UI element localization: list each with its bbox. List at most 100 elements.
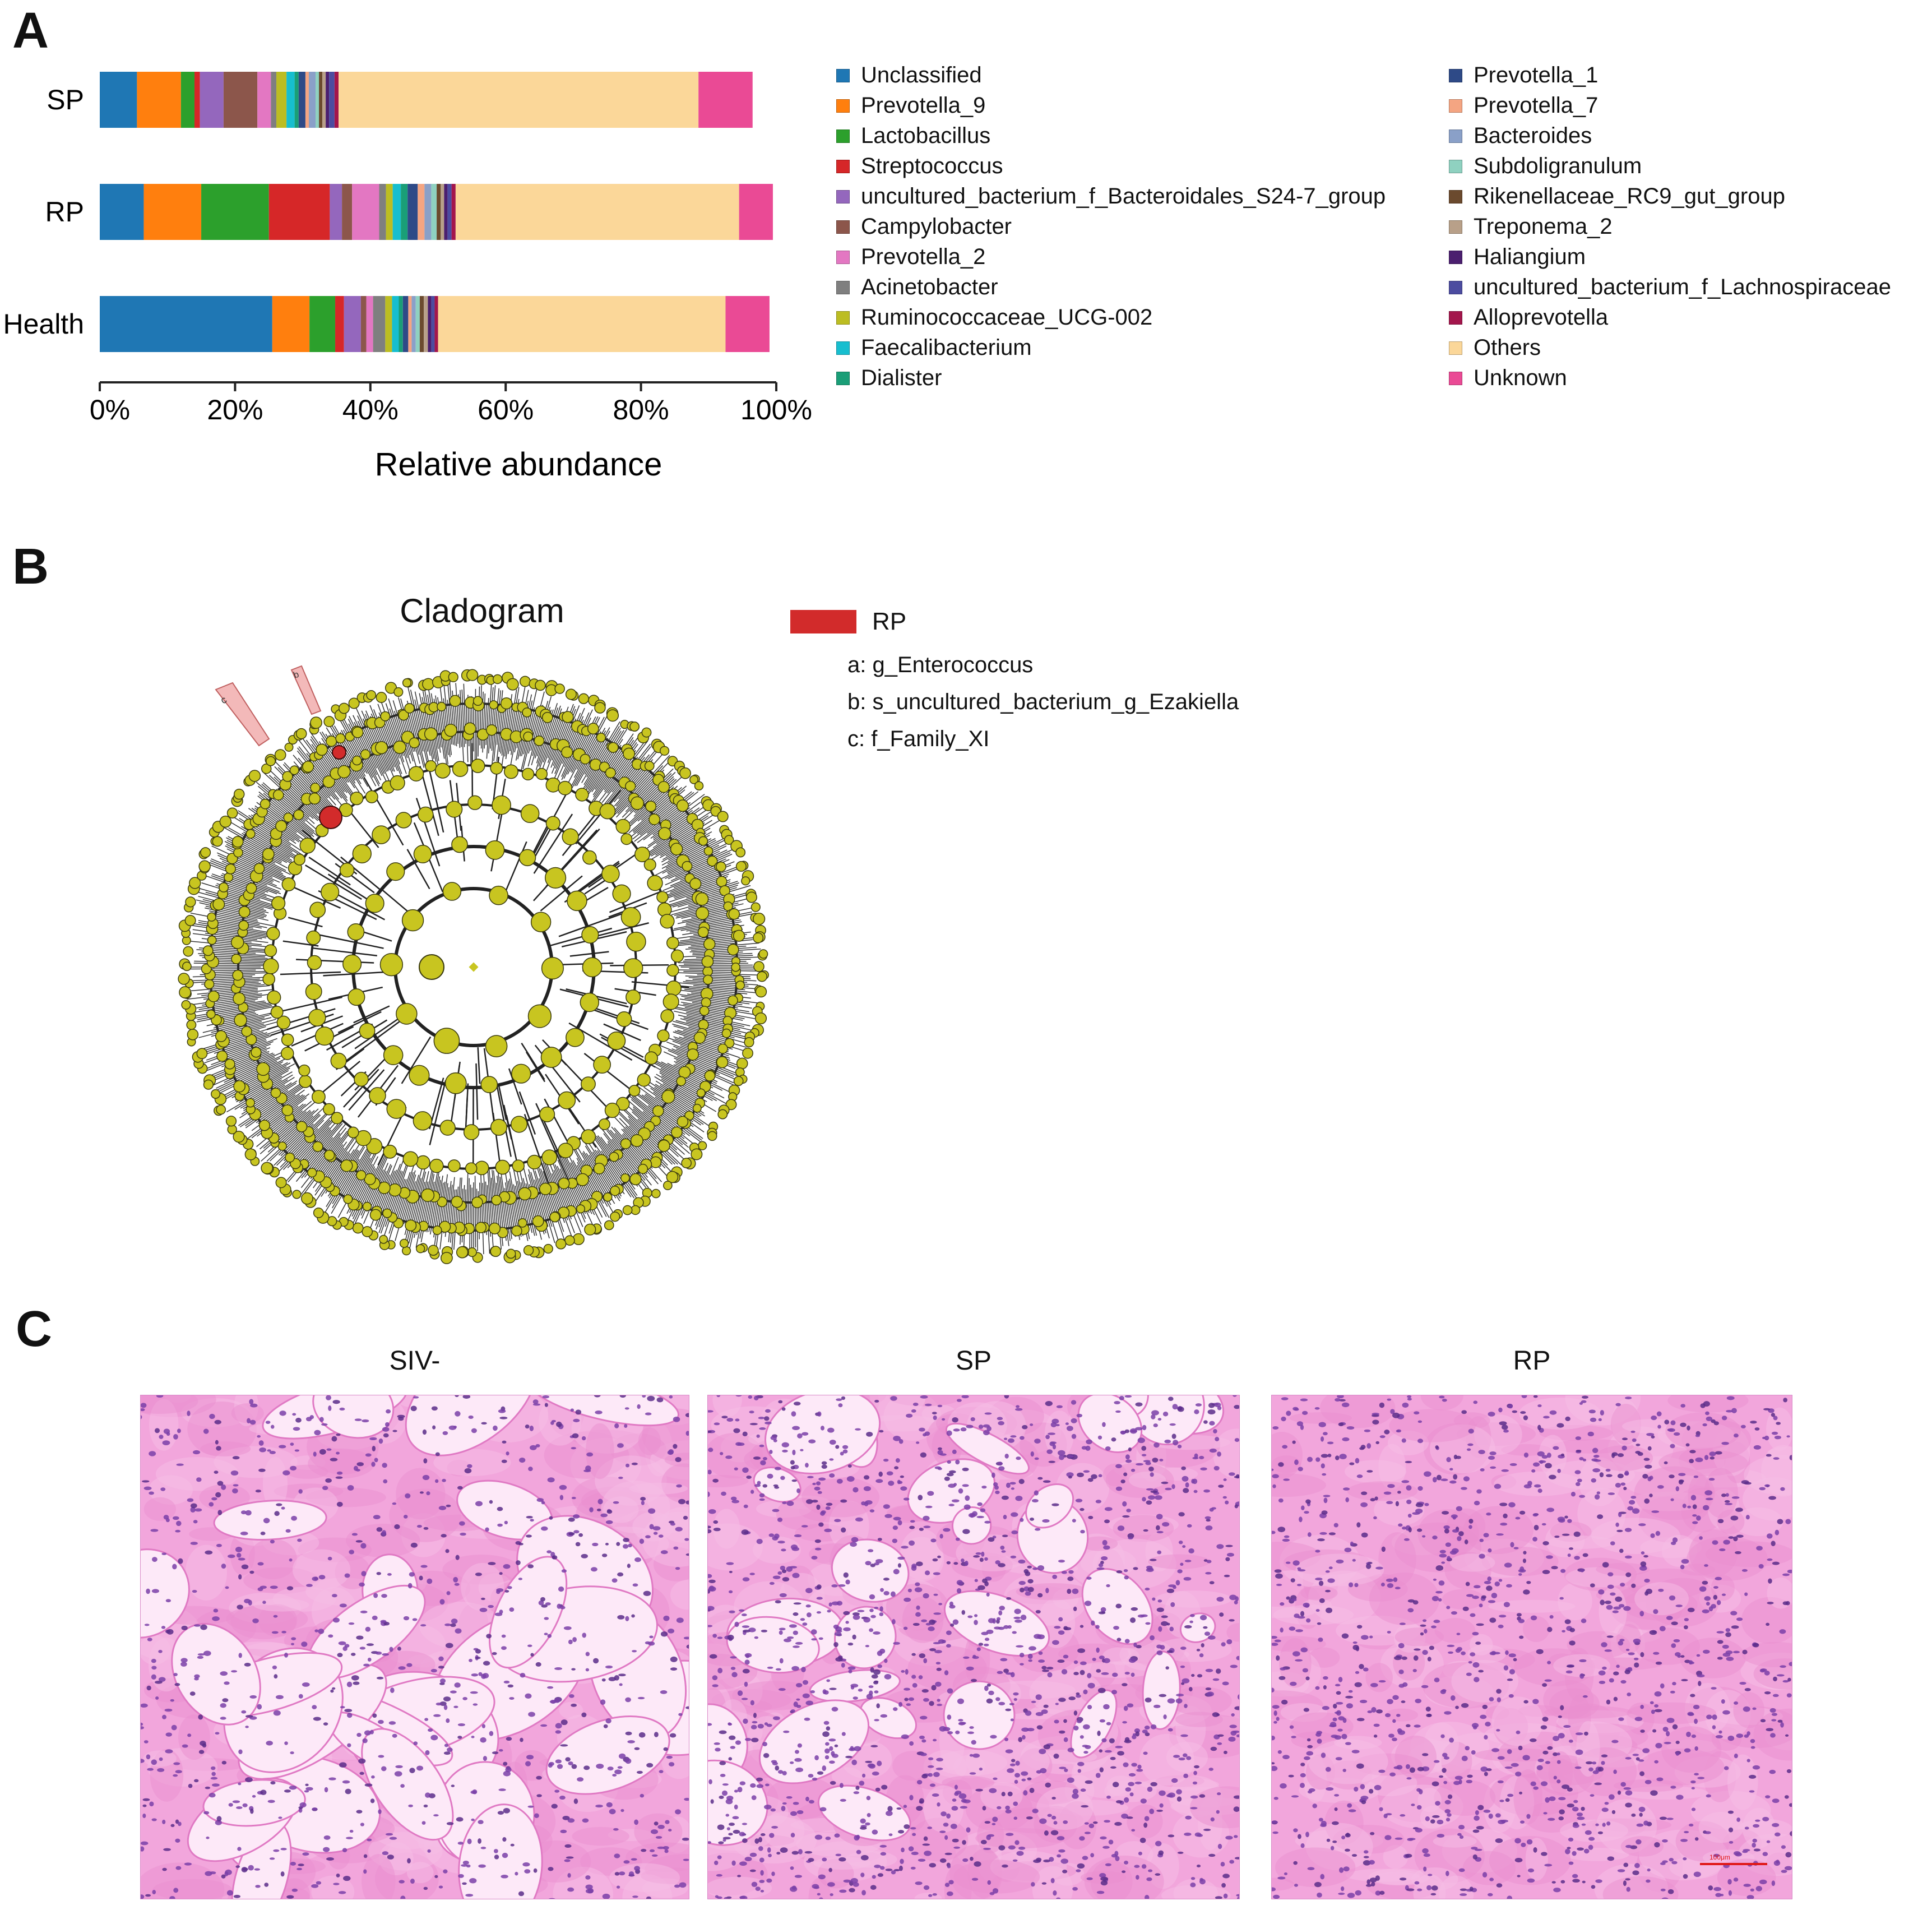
- cladogram-node: [594, 702, 606, 714]
- cell-nucleus: [492, 1751, 499, 1755]
- bar-segment: [360, 296, 367, 352]
- cell-nucleus: [547, 1686, 554, 1689]
- cell-nucleus: [1011, 1759, 1016, 1763]
- cell-nucleus: [382, 1463, 387, 1468]
- cell-nucleus: [721, 1790, 728, 1796]
- cell-nucleus: [1124, 1429, 1130, 1433]
- cell-nucleus: [845, 1579, 850, 1585]
- cell-nucleus: [156, 1395, 164, 1398]
- cell-nucleus: [877, 1873, 884, 1877]
- cell-nucleus: [439, 1599, 445, 1605]
- cell-nucleus: [607, 1766, 614, 1771]
- cell-nucleus: [154, 1428, 160, 1433]
- cell-nucleus: [1144, 1816, 1150, 1821]
- cladogram-branch: [383, 1159, 410, 1238]
- cladogram-branch: [650, 1088, 704, 1125]
- cladogram-node: [716, 876, 728, 887]
- cladogram-branch: [641, 1094, 702, 1141]
- cell-nucleus: [419, 1491, 424, 1494]
- cell-nucleus: [1060, 1858, 1069, 1864]
- cladogram-node: [645, 1051, 658, 1065]
- cell-nucleus: [170, 1824, 175, 1828]
- cladogram-branch: [387, 714, 405, 762]
- cell-nucleus: [1039, 1749, 1046, 1755]
- cladogram-branch: [300, 736, 348, 798]
- tissue-texture: [143, 1497, 176, 1521]
- cell-nucleus: [970, 1417, 975, 1422]
- cell-nucleus: [323, 1722, 328, 1726]
- cell-nucleus: [140, 1403, 147, 1408]
- cell-nucleus: [850, 1877, 858, 1884]
- cell-nucleus: [390, 1687, 395, 1694]
- cladogram-branch: [251, 1093, 309, 1139]
- cladogram-node: [302, 761, 314, 773]
- cladogram-branch: [670, 864, 722, 886]
- cell-nucleus: [583, 1765, 590, 1770]
- cell-nucleus: [874, 1680, 879, 1683]
- cladogram-node: [721, 1028, 731, 1038]
- cladogram-branch: [507, 687, 520, 755]
- cell-nucleus: [870, 1667, 874, 1673]
- cell-nucleus: [1121, 1813, 1128, 1819]
- cladogram-node: [203, 1079, 214, 1090]
- cladogram-node: [687, 1048, 699, 1061]
- cladogram-branch: [228, 827, 294, 865]
- cell-nucleus: [982, 1578, 988, 1584]
- bar-segment: [257, 72, 271, 128]
- cell-nucleus: [955, 1459, 960, 1465]
- cladogram-branch: [353, 1005, 390, 1024]
- cell-nucleus: [989, 1891, 995, 1895]
- cell-nucleus: [1092, 1657, 1096, 1662]
- cladogram-node: [395, 812, 412, 829]
- cell-nucleus: [1200, 1467, 1207, 1470]
- cell-nucleus: [898, 1439, 904, 1444]
- cell-nucleus: [236, 1806, 243, 1809]
- cell-nucleus: [467, 1838, 472, 1844]
- cladogram-branch: [615, 761, 670, 818]
- cell-nucleus: [685, 1553, 689, 1556]
- cell-nucleus: [355, 1469, 360, 1472]
- cell-nucleus: [1204, 1631, 1211, 1636]
- cell-nucleus: [754, 1838, 759, 1844]
- cladogram-branch: [582, 728, 621, 791]
- cell-nucleus: [944, 1835, 948, 1840]
- cell-nucleus: [1095, 1773, 1101, 1778]
- cell-nucleus: [1007, 1791, 1013, 1797]
- cell-nucleus: [405, 1493, 411, 1499]
- cell-nucleus: [639, 1538, 645, 1544]
- legend-item: Treponema_2: [1449, 214, 1613, 239]
- cell-nucleus: [1153, 1704, 1161, 1708]
- cell-nucleus: [529, 1425, 534, 1431]
- cell-nucleus: [1180, 1647, 1187, 1650]
- cell-nucleus: [1187, 1524, 1192, 1528]
- cell-nucleus: [215, 1440, 219, 1445]
- cladogram-branch: [279, 1115, 314, 1147]
- cladogram-node: [233, 1130, 245, 1143]
- cell-nucleus: [606, 1509, 613, 1514]
- cell-nucleus: [742, 1577, 750, 1581]
- cladogram-node: [428, 1245, 439, 1256]
- cladogram-branch: [627, 1099, 690, 1154]
- cell-nucleus: [883, 1591, 889, 1595]
- cladogram-node: [558, 780, 573, 796]
- cell-nucleus: [1031, 1882, 1035, 1887]
- cell-nucleus: [1018, 1846, 1026, 1850]
- cell-nucleus: [1159, 1790, 1166, 1796]
- cell-nucleus: [998, 1563, 1006, 1567]
- cell-nucleus: [252, 1618, 259, 1624]
- cell-nucleus: [980, 1839, 987, 1844]
- cladogram-node: [660, 1009, 675, 1023]
- cladogram-branch: [407, 686, 424, 752]
- cell-nucleus: [934, 1650, 942, 1654]
- cell-nucleus: [950, 1623, 955, 1627]
- cell-nucleus: [1167, 1728, 1173, 1732]
- cell-nucleus: [1152, 1458, 1159, 1463]
- cell-nucleus: [1224, 1574, 1230, 1578]
- cell-nucleus: [1171, 1433, 1176, 1439]
- cell-nucleus: [1203, 1626, 1208, 1629]
- cell-nucleus: [919, 1735, 925, 1740]
- tissue-texture: [629, 1482, 688, 1495]
- cladogram-node: [489, 700, 498, 710]
- cell-nucleus: [781, 1407, 786, 1411]
- cladogram-branch: [363, 1171, 387, 1224]
